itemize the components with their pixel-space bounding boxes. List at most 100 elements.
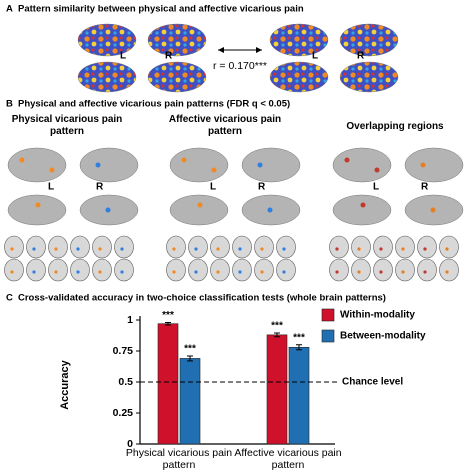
brain-image	[332, 147, 392, 183]
panel-title: Pattern similarity between physical and …	[18, 4, 304, 15]
y-tick-label: 0.5	[118, 376, 133, 388]
activation-spot	[54, 247, 58, 251]
axial-slice	[439, 258, 459, 282]
brain-image	[241, 147, 301, 183]
activation-spot	[95, 162, 101, 168]
axial-slice	[351, 258, 371, 282]
bar	[266, 334, 288, 445]
y-tick-label: 0.25	[113, 407, 134, 419]
activation-spot	[238, 247, 242, 251]
activation-spot	[379, 270, 383, 274]
activation-spot	[335, 270, 339, 274]
brain-image	[147, 61, 207, 93]
axial-slice	[188, 258, 208, 282]
activation-spot	[257, 162, 263, 168]
hemisphere-label: R	[258, 182, 266, 193]
brain-image	[79, 147, 139, 183]
legend-swatch	[321, 329, 335, 343]
activation-spot	[172, 270, 176, 274]
panel-label: B	[6, 99, 13, 110]
activation-spot	[216, 270, 220, 274]
hemisphere-label: L	[48, 182, 54, 193]
activation-spot	[260, 270, 264, 274]
column-heading: Physical vicarious pain pattern	[11, 114, 123, 137]
activation-spot	[194, 270, 198, 274]
activation-spot	[282, 270, 286, 274]
axial-slice	[210, 258, 230, 282]
activation-spot	[194, 247, 198, 251]
brain-image	[77, 23, 137, 57]
activation-spot	[357, 270, 361, 274]
activation-spot	[420, 162, 426, 168]
significance-label: ***	[271, 321, 283, 332]
brain-image	[77, 61, 137, 93]
brain-image	[332, 194, 392, 226]
axial-slice	[48, 235, 68, 259]
hemisphere-label: R	[357, 51, 365, 62]
axial-slice	[92, 235, 112, 259]
axial-slice	[351, 235, 371, 259]
axial-slice	[210, 235, 230, 259]
activation-spot	[172, 247, 176, 251]
x-tick-label: Affective vicarious pain pattern	[234, 447, 342, 471]
activation-spot	[35, 202, 41, 208]
axial-slice	[395, 235, 415, 259]
activation-spot	[374, 167, 380, 173]
activation-spot	[76, 247, 80, 251]
column-heading: Affective vicarious pain pattern	[168, 114, 282, 137]
axial-slice	[166, 258, 186, 282]
activation-spot	[430, 207, 436, 213]
activation-spot	[344, 157, 350, 163]
axial-slice	[70, 258, 90, 282]
legend-swatch	[321, 308, 335, 322]
activation-spot	[360, 202, 366, 208]
axial-slice	[417, 258, 437, 282]
brain-image	[269, 61, 329, 93]
activation-spot	[181, 157, 187, 163]
brain-image	[169, 147, 229, 183]
activation-spot	[423, 270, 427, 274]
activation-spot	[32, 270, 36, 274]
axial-slice	[329, 235, 349, 259]
activation-spot	[98, 247, 102, 251]
brain-image	[404, 147, 464, 183]
activation-spot	[401, 247, 405, 251]
axial-slice	[4, 258, 24, 282]
axial-slice	[166, 235, 186, 259]
panel-title: Cross-validated accuracy in two-choice c…	[18, 293, 386, 304]
hemisphere-label: R	[96, 182, 104, 193]
significance-label: ***	[162, 310, 174, 321]
legend-label: Between-modality	[340, 331, 426, 342]
error-bar	[165, 321, 171, 326]
y-tick-label: 0.75	[113, 345, 134, 357]
y-tick-label: 1	[127, 314, 133, 326]
activation-spot	[98, 270, 102, 274]
correlation: r = 0.170***	[213, 60, 267, 72]
brain-image	[339, 61, 399, 93]
activation-spot	[335, 247, 339, 251]
activation-spot	[105, 207, 111, 213]
activation-spot	[445, 247, 449, 251]
axial-slice	[114, 235, 134, 259]
axial-slice	[26, 258, 46, 282]
axial-slice	[188, 235, 208, 259]
activation-spot	[267, 207, 273, 213]
brain-image	[169, 194, 229, 226]
hemisphere-label: L	[373, 182, 379, 193]
brain-image	[269, 23, 329, 57]
axial-slice	[232, 235, 252, 259]
axial-slice	[373, 258, 393, 282]
axial-slice	[254, 235, 274, 259]
brain-image	[7, 194, 67, 226]
axial-slice	[232, 258, 252, 282]
axial-slice	[92, 258, 112, 282]
activation-spot	[120, 270, 124, 274]
x-tick-label: Physical vicarious pain pattern	[125, 447, 233, 471]
axial-slice	[70, 235, 90, 259]
significance-label: ***	[184, 344, 196, 355]
activation-spot	[357, 247, 361, 251]
axial-slice	[439, 235, 459, 259]
activation-spot	[401, 270, 405, 274]
hemisphere-label: L	[120, 51, 126, 62]
